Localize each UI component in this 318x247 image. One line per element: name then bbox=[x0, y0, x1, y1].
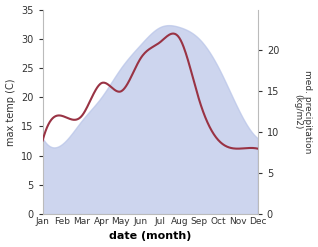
X-axis label: date (month): date (month) bbox=[109, 231, 191, 242]
Y-axis label: med. precipitation
(kg/m2): med. precipitation (kg/m2) bbox=[293, 70, 313, 154]
Y-axis label: max temp (C): max temp (C) bbox=[5, 78, 16, 145]
